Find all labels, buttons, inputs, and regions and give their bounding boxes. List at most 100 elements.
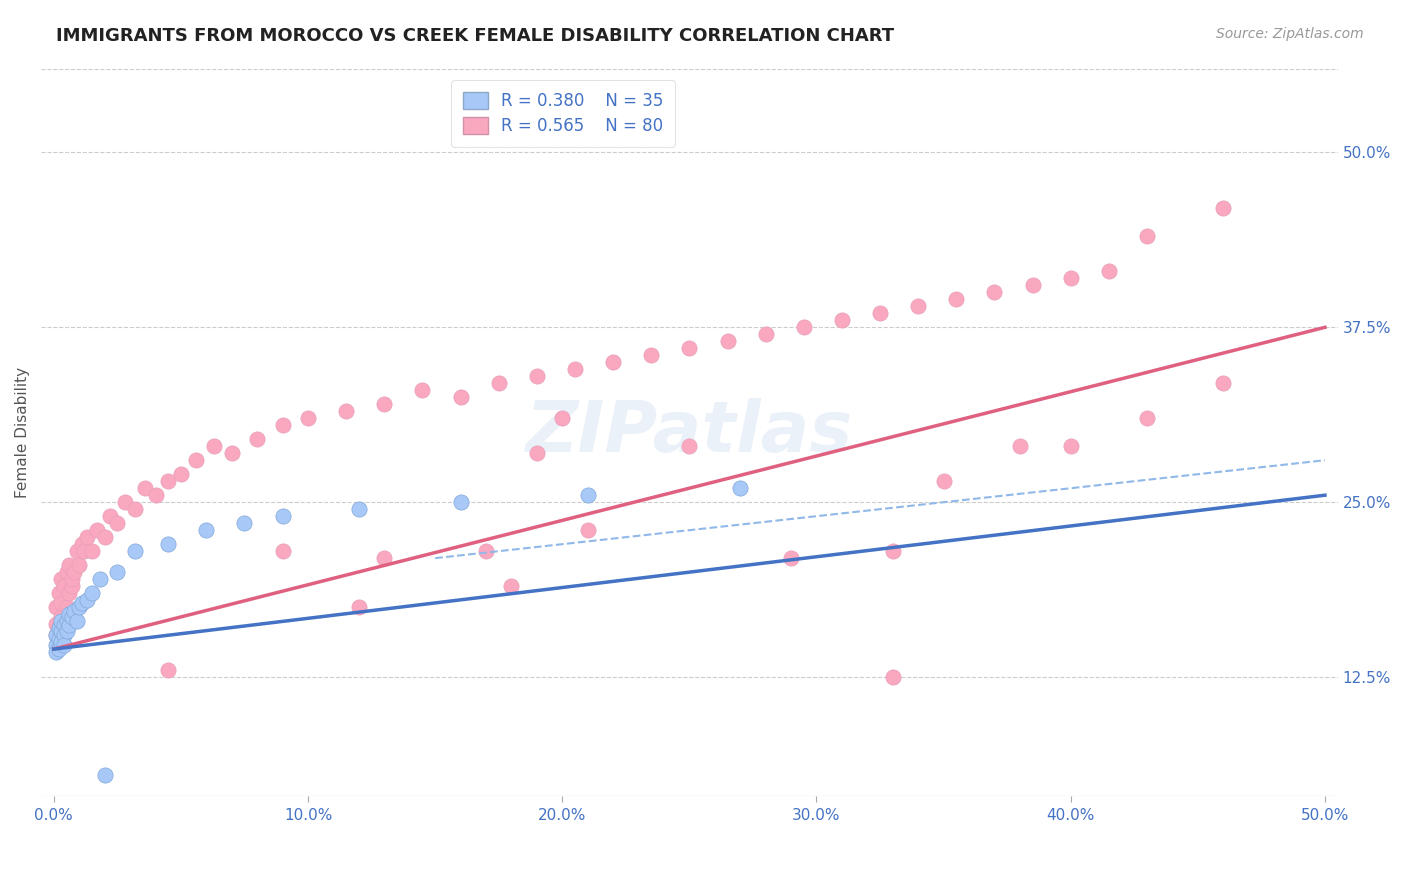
Point <box>60 579 83 593</box>
Point <box>51 635 73 649</box>
Text: ZIPatlas: ZIPatlas <box>526 398 853 467</box>
Point <box>55 565 77 579</box>
Point <box>335 404 357 418</box>
Point <box>157 474 180 488</box>
Point <box>76 593 98 607</box>
Point <box>55 600 77 615</box>
Point <box>80 544 103 558</box>
Point <box>271 509 294 524</box>
Point <box>53 618 76 632</box>
Point <box>1060 439 1083 453</box>
Point <box>551 411 574 425</box>
Point <box>882 544 904 558</box>
Legend: R = 0.380    N = 35, R = 0.565    N = 80: R = 0.380 N = 35, R = 0.565 N = 80 <box>451 80 675 147</box>
Point <box>233 516 256 531</box>
Point <box>831 313 853 327</box>
Point <box>157 537 180 551</box>
Point <box>202 439 225 453</box>
Point <box>678 439 700 453</box>
Point <box>1021 278 1043 293</box>
Point <box>411 384 433 398</box>
Point <box>48 621 70 635</box>
Point <box>114 495 136 509</box>
Point <box>105 516 128 531</box>
Point <box>66 614 89 628</box>
Point <box>526 369 548 384</box>
Point <box>271 544 294 558</box>
Point <box>157 663 180 677</box>
Point <box>58 618 80 632</box>
Point <box>98 509 121 524</box>
Point <box>221 446 243 460</box>
Point <box>526 446 548 460</box>
Point <box>373 551 395 566</box>
Point <box>716 334 738 349</box>
Point <box>60 572 83 586</box>
Point <box>1008 439 1031 453</box>
Point <box>48 635 70 649</box>
Point <box>945 293 967 307</box>
Point <box>932 474 955 488</box>
Point <box>1136 229 1159 244</box>
Point <box>678 341 700 355</box>
Point <box>58 558 80 573</box>
Point <box>882 670 904 684</box>
Point <box>93 768 115 782</box>
Point <box>63 565 86 579</box>
Point <box>80 586 103 600</box>
Point <box>66 544 89 558</box>
Point <box>195 523 218 537</box>
Point <box>55 614 77 628</box>
Point <box>755 327 778 342</box>
Point <box>51 596 73 610</box>
Point <box>907 299 929 313</box>
Point <box>58 586 80 600</box>
Point <box>1060 271 1083 285</box>
Point <box>488 376 510 391</box>
Point <box>602 355 624 369</box>
Point <box>576 523 599 537</box>
Point <box>93 530 115 544</box>
Point <box>48 632 70 647</box>
Point <box>1212 376 1234 391</box>
Point <box>271 418 294 433</box>
Point <box>51 614 73 628</box>
Point <box>297 411 319 425</box>
Point <box>45 628 67 642</box>
Point <box>170 467 193 482</box>
Point <box>45 628 67 642</box>
Point <box>145 488 167 502</box>
Point <box>780 551 803 566</box>
Point <box>76 530 98 544</box>
Y-axis label: Female Disability: Female Disability <box>15 367 30 498</box>
Point <box>86 523 108 537</box>
Point <box>347 502 370 516</box>
Point <box>73 544 96 558</box>
Point <box>501 579 523 593</box>
Point <box>53 638 76 652</box>
Point <box>186 453 208 467</box>
Text: Source: ZipAtlas.com: Source: ZipAtlas.com <box>1216 27 1364 41</box>
Point <box>373 397 395 411</box>
Point <box>576 488 599 502</box>
Point <box>48 586 70 600</box>
Point <box>53 621 76 635</box>
Point <box>983 285 1005 300</box>
Point <box>728 481 751 495</box>
Point <box>48 642 70 657</box>
Point <box>1212 202 1234 216</box>
Point <box>51 610 73 624</box>
Point <box>134 481 156 495</box>
Point <box>347 600 370 615</box>
Point <box>60 610 83 624</box>
Point <box>67 558 90 573</box>
Point <box>124 502 146 516</box>
Point <box>1136 411 1159 425</box>
Point <box>45 638 67 652</box>
Point <box>45 645 67 659</box>
Point <box>869 306 891 320</box>
Point <box>55 624 77 638</box>
Point <box>53 628 76 642</box>
Point <box>70 537 93 551</box>
Point <box>89 572 111 586</box>
